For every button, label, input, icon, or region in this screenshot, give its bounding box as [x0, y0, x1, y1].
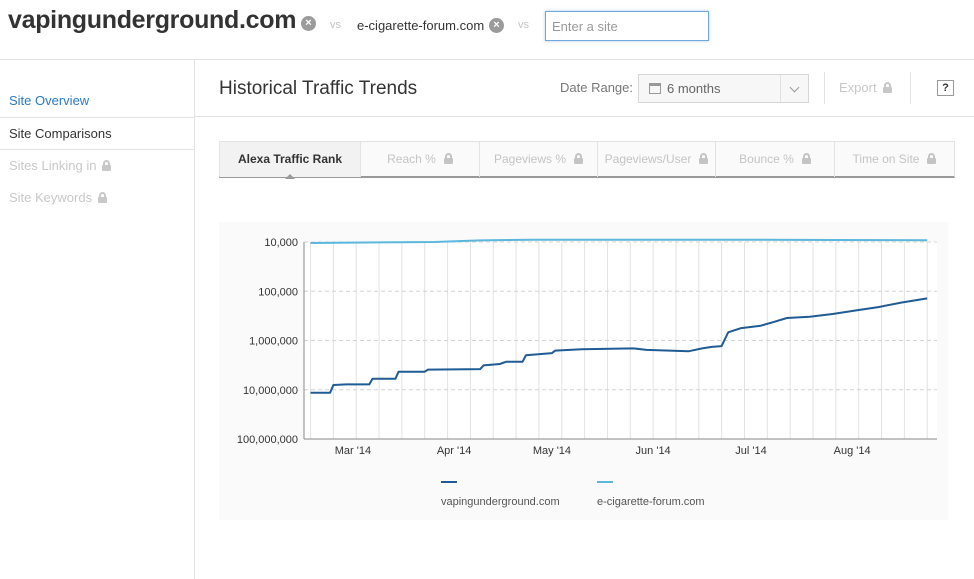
lock-icon: [443, 153, 453, 164]
tab-label: Pageviews %: [493, 152, 567, 166]
traffic-rank-chart-panel: 10,000 100,000 1,000,000 10,000,000 100,000,…: [219, 222, 948, 520]
add-site-input[interactable]: [545, 11, 709, 41]
export-label: Export: [839, 80, 877, 95]
sidebar-item-label: Sites Linking in: [9, 158, 97, 173]
y-tick-label: 1,000,000: [249, 336, 298, 348]
series-line-1: [310, 297, 928, 394]
tab-label: Time on Site: [852, 152, 920, 166]
traffic-rank-chart: 10,000 100,000 1,000,000 10,000,000 100,000,…: [237, 237, 937, 508]
y-tick-label: 10,000,000: [243, 385, 298, 397]
tab-alexa-traffic-rank[interactable]: Alexa Traffic Rank: [220, 142, 361, 179]
tab-label: Pageviews/User: [604, 152, 692, 166]
tab-pageviews-per-user[interactable]: Pageviews/User: [598, 142, 716, 177]
calendar-icon: [649, 83, 661, 94]
lock-icon: [699, 153, 709, 164]
tab-label: Reach %: [387, 152, 436, 166]
date-range-select[interactable]: 6 months: [638, 74, 809, 103]
compare-bar: vapingunderground.com × vs e-cigarette-f…: [0, 0, 974, 60]
x-tick-label: Aug '14: [834, 445, 871, 457]
vs-label-1: vs: [330, 19, 341, 31]
series-line-2: [310, 238, 928, 244]
sidebar-item-site-keywords[interactable]: Site Keywords: [0, 190, 194, 210]
date-range-label: Date Range:: [560, 80, 633, 95]
secondary-site-name: e-cigarette-forum.com: [357, 18, 485, 33]
sidebar-item-label: Site Comparisons: [9, 126, 112, 141]
sidebar-item-sites-linking-in[interactable]: Sites Linking in: [0, 158, 194, 178]
export-button[interactable]: Export: [839, 80, 892, 95]
tab-label: Alexa Traffic Rank: [237, 152, 343, 166]
tab-label: Bounce %: [739, 152, 794, 166]
tab-reach[interactable]: Reach %: [361, 142, 480, 177]
lock-icon: [102, 160, 112, 171]
tab-time-on-site[interactable]: Time on Site: [835, 142, 954, 177]
lock-icon: [882, 82, 892, 93]
chevron-down-icon: [780, 75, 808, 102]
help-button[interactable]: ?: [937, 80, 954, 96]
lock-icon: [98, 192, 108, 203]
date-range-value: 6 months: [667, 81, 721, 96]
divider: [824, 72, 825, 104]
lock-icon: [927, 153, 937, 164]
x-tick-label: Jul '14: [735, 445, 766, 457]
lock-icon: [574, 153, 584, 164]
sidebar-item-site-comparisons[interactable]: Site Comparisons: [0, 117, 194, 150]
page-title: Historical Traffic Trends: [219, 78, 418, 99]
sidebar-nav: Site Overview Site Comparisons Sites Lin…: [0, 60, 195, 579]
divider: [910, 72, 911, 104]
tab-pageviews[interactable]: Pageviews %: [480, 142, 598, 177]
x-tick-label: Apr '14: [437, 445, 472, 457]
x-tick-label: Mar '14: [335, 445, 371, 457]
primary-site-name: vapingunderground.com: [8, 6, 297, 34]
remove-site-1-icon[interactable]: ×: [301, 16, 316, 31]
page-header: Historical Traffic Trends Date Range: 6 …: [195, 60, 974, 117]
y-tick-label: 100,000: [258, 286, 298, 298]
metric-tabs: Alexa Traffic Rank Reach % Pageviews % P…: [219, 141, 955, 179]
y-tick-label: 10,000: [264, 237, 298, 249]
y-tick-label: 100,000,000: [237, 434, 298, 446]
sidebar-item-label: Site Overview: [9, 93, 90, 108]
x-tick-label: May '14: [533, 445, 571, 457]
sidebar-item-site-overview[interactable]: Site Overview: [0, 93, 194, 113]
x-tick-label: Jun '14: [636, 445, 671, 457]
vs-label-2: vs: [518, 19, 529, 31]
legend-entry: e-cigarette-forum.com: [597, 496, 705, 508]
lock-icon: [801, 153, 811, 164]
sidebar-item-label: Site Keywords: [9, 190, 93, 205]
legend-entry: vapingunderground.com: [441, 496, 560, 508]
remove-site-2-icon[interactable]: ×: [489, 18, 504, 33]
tab-bounce[interactable]: Bounce %: [716, 142, 835, 177]
